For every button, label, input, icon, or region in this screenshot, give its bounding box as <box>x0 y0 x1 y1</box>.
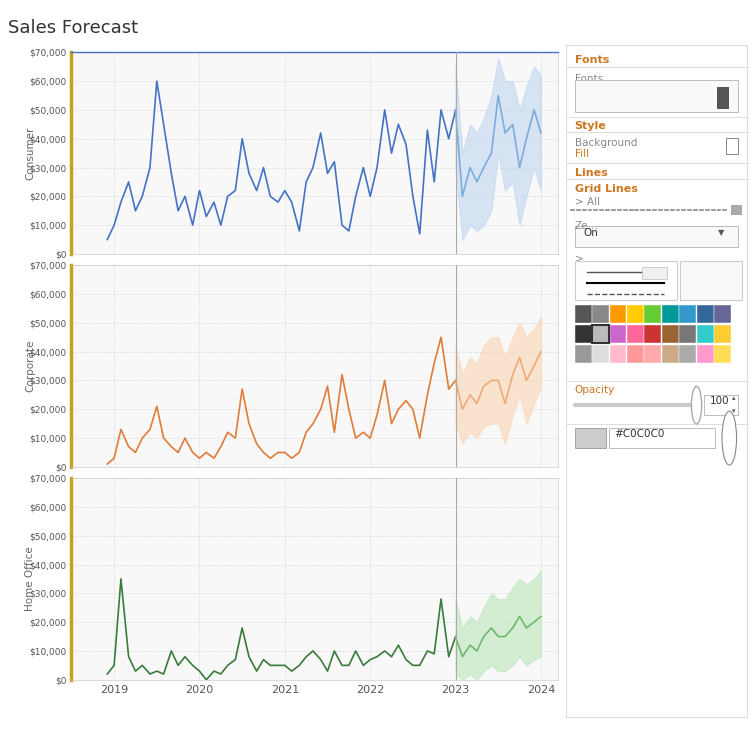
Text: #C0C0C0: #C0C0C0 <box>614 430 665 439</box>
Bar <box>627 325 644 344</box>
Bar <box>592 325 609 344</box>
Bar <box>697 345 714 364</box>
Text: ▴: ▴ <box>732 395 735 401</box>
Bar <box>697 305 714 323</box>
Bar <box>662 305 679 323</box>
Bar <box>717 87 729 108</box>
Bar <box>627 305 644 323</box>
Text: Fonts: Fonts <box>575 74 603 84</box>
Text: ▾: ▾ <box>732 408 735 414</box>
Bar <box>679 345 696 364</box>
Text: Ze...: Ze... <box>575 221 599 231</box>
Bar <box>642 267 668 279</box>
Text: 2 px: 2 px <box>686 270 708 281</box>
Bar <box>679 325 696 344</box>
Bar <box>644 325 662 344</box>
Bar <box>627 345 644 364</box>
Bar <box>575 325 592 344</box>
FancyBboxPatch shape <box>575 81 738 112</box>
Bar <box>592 325 609 344</box>
Bar <box>575 261 677 300</box>
Bar <box>662 325 679 344</box>
Bar <box>610 345 626 364</box>
Text: ▼: ▼ <box>718 228 725 237</box>
Bar <box>575 428 605 448</box>
Text: Grid Lines: Grid Lines <box>575 184 638 194</box>
Bar <box>714 325 731 344</box>
Text: > All: > All <box>575 197 600 208</box>
Circle shape <box>722 411 736 465</box>
Text: Background: Background <box>575 137 637 148</box>
Bar <box>704 395 738 415</box>
Text: 9: 9 <box>696 82 703 93</box>
Bar <box>697 325 714 344</box>
Bar <box>714 345 731 364</box>
Text: +: + <box>724 428 735 441</box>
Bar <box>610 305 626 323</box>
Bar <box>610 325 626 344</box>
Text: Sales Forecast: Sales Forecast <box>8 19 138 37</box>
Bar <box>592 345 609 364</box>
Bar <box>609 428 714 448</box>
Bar <box>680 261 742 300</box>
Text: Opacity: Opacity <box>575 385 615 395</box>
Bar <box>726 137 738 154</box>
Text: Style: Style <box>575 121 606 131</box>
Text: On: On <box>584 228 599 238</box>
Text: >: > <box>575 253 584 263</box>
Text: ▼: ▼ <box>726 270 731 276</box>
Bar <box>644 345 662 364</box>
Text: Home Office: Home Office <box>25 547 35 611</box>
Bar <box>575 226 738 247</box>
Text: Fonts: Fonts <box>575 55 609 65</box>
Bar <box>679 305 696 323</box>
Bar <box>644 305 662 323</box>
Text: Consumer: Consumer <box>25 126 35 180</box>
Bar <box>592 305 609 323</box>
Text: ▼: ▼ <box>653 268 660 274</box>
Bar <box>575 305 592 323</box>
Text: ✓: ✓ <box>578 280 586 289</box>
Text: Lines: Lines <box>575 168 608 178</box>
Bar <box>662 345 679 364</box>
Text: 100: 100 <box>710 397 729 406</box>
Text: Fill: Fill <box>575 149 589 159</box>
Bar <box>714 305 731 323</box>
Text: Tableau Book: Tableau Book <box>584 82 653 93</box>
Circle shape <box>691 386 702 424</box>
Bar <box>731 205 742 215</box>
Bar <box>575 345 592 364</box>
Text: Corporate: Corporate <box>25 340 35 392</box>
